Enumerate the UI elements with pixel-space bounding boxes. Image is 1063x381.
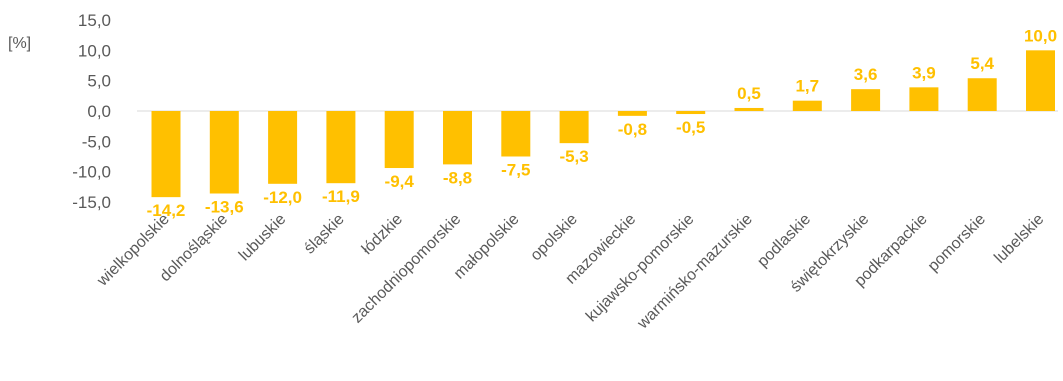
y-tick-label: 10,0 xyxy=(78,41,111,60)
bar xyxy=(909,87,939,111)
data-label: 3,9 xyxy=(912,63,936,82)
category-label: lubelskie xyxy=(991,211,1047,267)
data-label: 10,0 xyxy=(1024,26,1057,45)
bar xyxy=(384,111,414,169)
bar xyxy=(734,107,764,111)
bar xyxy=(851,89,881,111)
data-label: 5,4 xyxy=(970,54,994,73)
y-tick-label: -10,0 xyxy=(72,163,111,182)
category-label: zachodniopomorskie xyxy=(349,211,465,327)
data-label: 3,6 xyxy=(854,65,878,84)
data-label: 1,7 xyxy=(795,77,819,96)
bar xyxy=(268,111,298,184)
data-label: -5,3 xyxy=(559,147,588,166)
data-label: -13,6 xyxy=(205,198,244,217)
category-label: opolskie xyxy=(527,211,581,265)
data-labels: -14,2 -13,6 -12,0 -11,9 -9,4 -8,8 -7,5 -5,3 -0,8… xyxy=(147,26,1057,220)
y-tick-label: 15,0 xyxy=(78,11,111,30)
category-label: podlaskie xyxy=(754,211,814,271)
bar xyxy=(792,100,822,111)
data-label: -14,2 xyxy=(147,201,186,220)
bars xyxy=(151,50,1055,198)
data-label: 0,5 xyxy=(737,84,761,103)
y-axis-ticks: 15,0 10,0 5,0 0,0 -5,0 -10,0 -15,0 xyxy=(72,11,111,212)
bar xyxy=(151,111,181,198)
category-label: kujawsko-pomorskie xyxy=(583,211,698,326)
category-label: lubuskie xyxy=(236,211,290,265)
bar xyxy=(559,111,589,144)
data-label: -8,8 xyxy=(443,168,472,187)
data-label: -0,8 xyxy=(618,120,647,139)
bar xyxy=(967,78,997,111)
bar xyxy=(326,111,356,184)
y-tick-label: 5,0 xyxy=(87,72,111,91)
bar xyxy=(1026,50,1055,111)
category-label: śląskie xyxy=(301,211,348,258)
bar xyxy=(209,111,239,194)
y-tick-label: -5,0 xyxy=(82,132,111,151)
y-axis-unit-label: [%] xyxy=(8,35,31,52)
data-label: -9,4 xyxy=(385,172,415,191)
bar xyxy=(617,111,647,116)
bar xyxy=(676,111,706,115)
data-label: -12,0 xyxy=(263,188,302,207)
y-tick-label: -15,0 xyxy=(72,193,111,212)
category-label: łódzkie xyxy=(359,211,406,258)
data-label: -7,5 xyxy=(501,161,530,180)
bar xyxy=(501,111,531,157)
data-label: -11,9 xyxy=(322,187,360,206)
y-tick-label: 0,0 xyxy=(87,102,111,121)
bar xyxy=(443,111,472,165)
category-label: pomorskie xyxy=(925,211,989,275)
category-label: warmińsko-mazurskie xyxy=(634,211,756,333)
data-label: -0,5 xyxy=(676,118,705,137)
